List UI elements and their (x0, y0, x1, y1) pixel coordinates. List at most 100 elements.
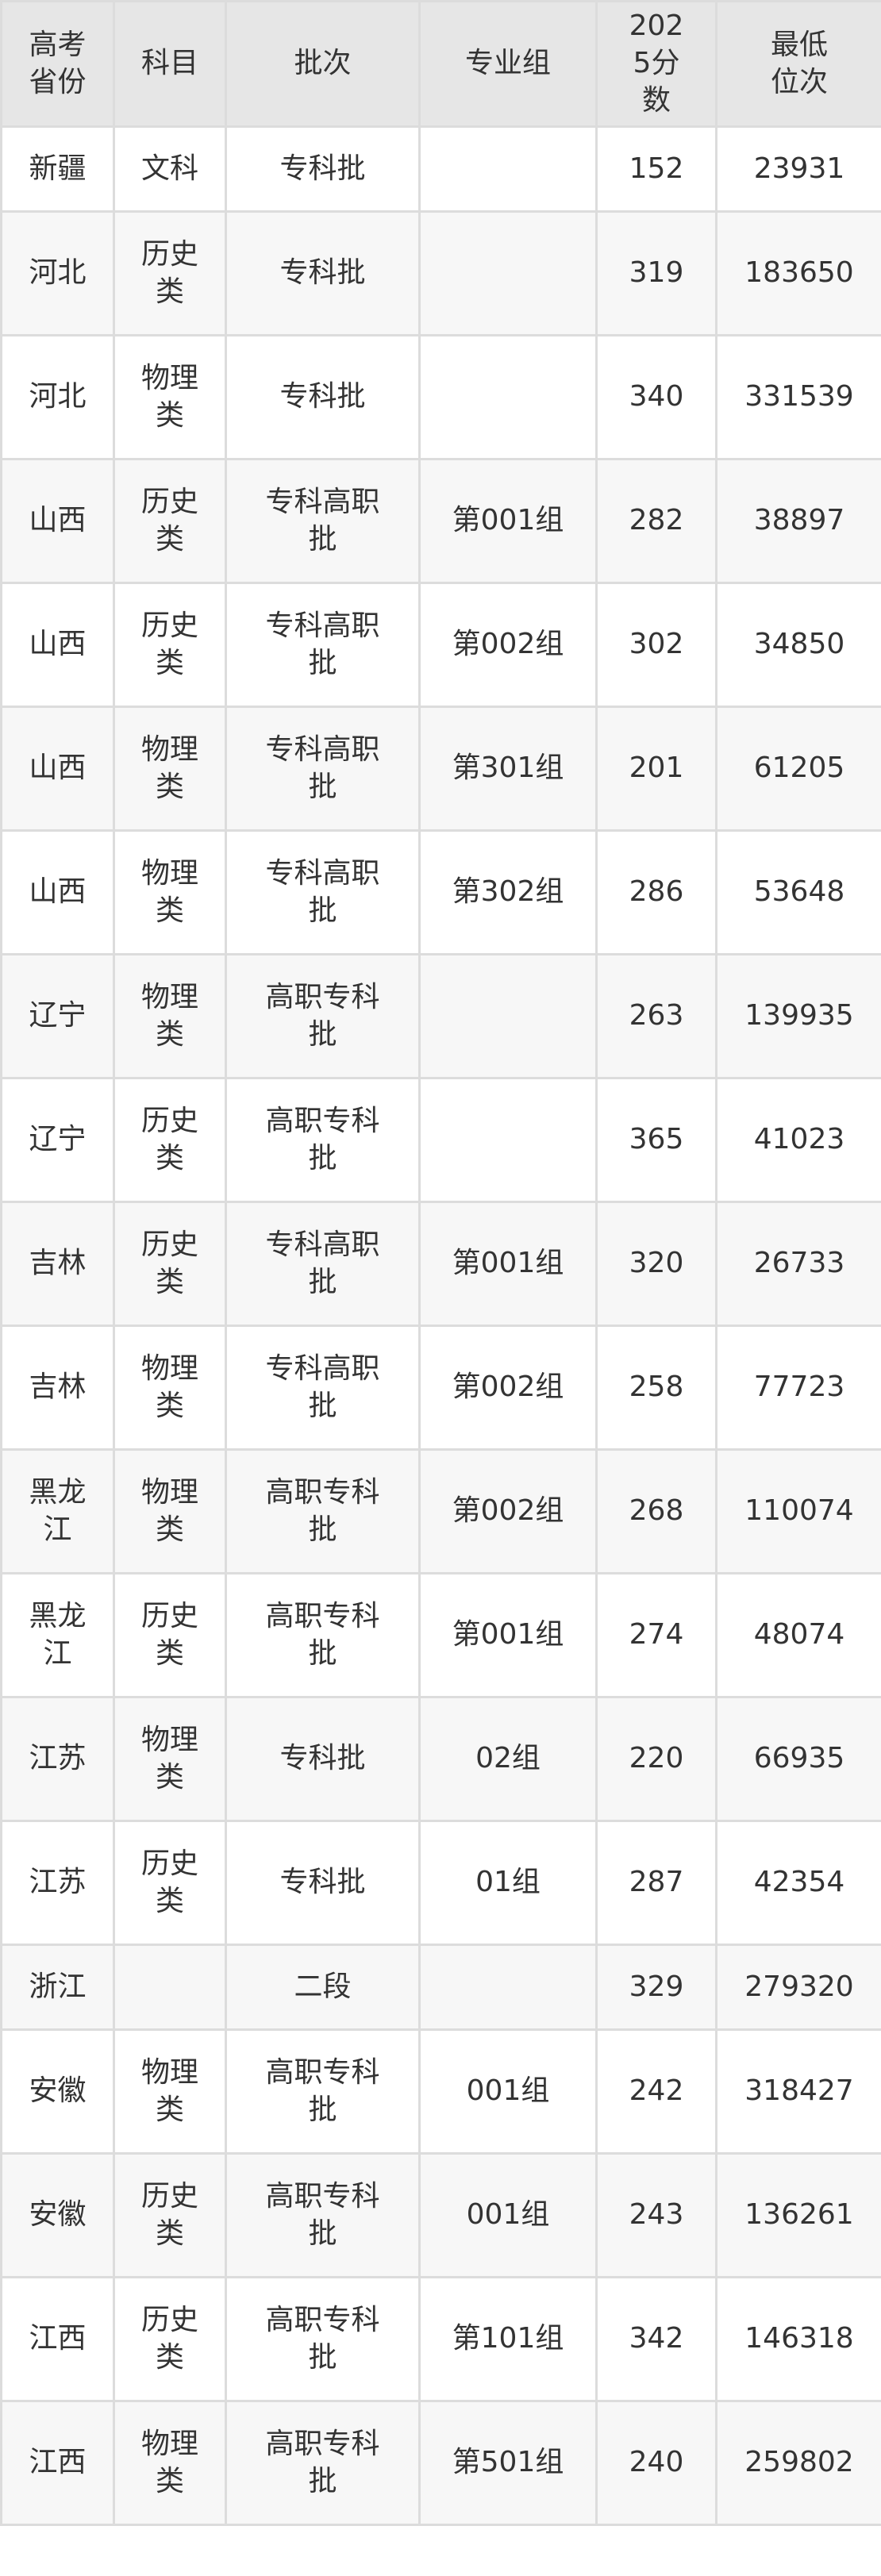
cell-text: 329 (629, 1970, 684, 2003)
cell-province: 新疆 (0, 125, 115, 213)
cell-text: 专科批 (279, 380, 366, 413)
cell-province: 黑龙江 (0, 1448, 115, 1574)
cell-min-rank: 77723 (715, 1325, 881, 1451)
cell-text: 黑龙江 (29, 1475, 87, 1546)
cell-min-rank: 23931 (715, 125, 881, 213)
cell-text: 263 (629, 999, 684, 1032)
cell-batch: 高职专科批 (225, 1572, 421, 1698)
cell-province: 江西 (0, 2276, 115, 2402)
cell-province: 江苏 (0, 1696, 115, 1822)
cell-min-rank: 41023 (715, 1077, 881, 1203)
cell-text: 26733 (753, 1247, 845, 1280)
cell-subject: 历史类 (113, 1201, 227, 1327)
cell-text: 342 (629, 2322, 684, 2355)
cell-min-rank: 42354 (715, 1820, 881, 1946)
cell-subject: 历史类 (113, 458, 227, 584)
cell-major-group: 第501组 (418, 2400, 598, 2526)
header-score: 2025分数 (595, 0, 717, 128)
cell-batch: 高职专科批 (225, 2400, 421, 2526)
cell-text: 安徽 (29, 2074, 87, 2108)
cell-text: 001组 (466, 2198, 550, 2232)
cell-batch: 高职专科批 (225, 2152, 421, 2278)
cell-text: 专科批 (279, 1742, 366, 1775)
cell-major-group (418, 334, 598, 460)
cell-min-rank: 318427 (715, 2028, 881, 2155)
cell-text: 物理类 (140, 856, 198, 927)
cell-min-rank: 146318 (715, 2276, 881, 2402)
cell-text: 历史类 (140, 2179, 198, 2250)
cell-text: 山西 (29, 628, 87, 661)
cell-score: 319 (595, 210, 717, 336)
cell-province: 吉林 (0, 1201, 115, 1327)
cell-subject: 历史类 (113, 2152, 227, 2278)
table-row: 吉林 物理类 专科高职批 第002组 258 77723 (0, 1325, 881, 1451)
cell-province: 安徽 (0, 2152, 115, 2278)
cell-major-group: 001组 (418, 2028, 598, 2155)
cell-text: 53648 (753, 875, 845, 909)
cell-text: 331539 (744, 380, 854, 413)
table-row: 黑龙江 物理类 高职专科批 第002组 268 110074 (0, 1448, 881, 1574)
cell-batch: 专科批 (225, 210, 421, 336)
cell-text: 江苏 (29, 1742, 87, 1775)
cell-text: 专科高职批 (265, 732, 380, 803)
cell-batch: 专科高职批 (225, 829, 421, 955)
cell-batch: 专科批 (225, 1696, 421, 1822)
cell-text: 220 (629, 1742, 684, 1775)
cell-province: 辽宁 (0, 953, 115, 1079)
cell-score: 302 (595, 582, 717, 708)
cell-major-group: 02组 (418, 1696, 598, 1822)
cell-text: 专科高职批 (265, 609, 380, 679)
cell-text: 319 (629, 256, 684, 290)
cell-batch: 高职专科批 (225, 953, 421, 1079)
cell-text: 48074 (753, 1618, 845, 1651)
cell-province: 吉林 (0, 1325, 115, 1451)
cell-score: 340 (595, 334, 717, 460)
cell-text: 282 (629, 504, 684, 537)
cell-text: 139935 (744, 999, 854, 1032)
cell-score: 329 (595, 1944, 717, 2031)
cell-text: 259802 (744, 2446, 854, 2479)
table-row: 辽宁 物理类 高职专科批 263 139935 (0, 953, 881, 1079)
cell-text: 文科 (140, 152, 198, 185)
cell-text: 第101组 (452, 2322, 564, 2355)
cell-text: 136261 (744, 2198, 854, 2232)
cell-text: 新疆 (29, 152, 87, 185)
cell-subject: 历史类 (113, 1820, 227, 1946)
cell-min-rank: 183650 (715, 210, 881, 336)
cell-min-rank: 139935 (715, 953, 881, 1079)
cell-text: 34850 (753, 628, 845, 661)
cell-text: 物理类 (140, 361, 198, 432)
cell-score: 243 (595, 2152, 717, 2278)
header-major-group: 专业组 (418, 0, 598, 128)
cell-text: 物理类 (140, 980, 198, 1051)
cell-min-rank: 110074 (715, 1448, 881, 1574)
table-row: 江苏 历史类 专科批 01组 287 42354 (0, 1820, 881, 1946)
cell-text: 高职专科批 (265, 1599, 380, 1670)
cell-text: 历史类 (140, 609, 198, 679)
cell-text: 183650 (744, 256, 854, 290)
cell-batch: 专科批 (225, 334, 421, 460)
cell-text: 浙江 (29, 1970, 87, 2003)
cell-score: 242 (595, 2028, 717, 2155)
cell-text: 365 (629, 1123, 684, 1156)
cell-province: 河北 (0, 334, 115, 460)
cell-text: 辽宁 (29, 1123, 87, 1156)
cell-text: 山西 (29, 504, 87, 537)
table-row: 黑龙江 历史类 高职专科批 第001组 274 48074 (0, 1572, 881, 1698)
cell-batch: 高职专科批 (225, 2028, 421, 2155)
cell-major-group: 第001组 (418, 458, 598, 584)
cell-batch: 高职专科批 (225, 1448, 421, 1574)
cell-subject: 历史类 (113, 582, 227, 708)
cell-text: 第001组 (452, 504, 564, 537)
cell-text: 38897 (753, 504, 845, 537)
cell-major-group: 第301组 (418, 706, 598, 832)
cell-text: 318427 (744, 2074, 854, 2108)
cell-text: 物理类 (140, 1475, 198, 1546)
cell-province: 浙江 (0, 1944, 115, 2031)
table-row: 吉林 历史类 专科高职批 第001组 320 26733 (0, 1201, 881, 1327)
cell-text: 高职专科批 (265, 2179, 380, 2250)
cell-subject: 物理类 (113, 953, 227, 1079)
header-subject: 科目 (113, 0, 227, 128)
table-row: 新疆 文科 专科批 152 23931 (0, 125, 881, 213)
